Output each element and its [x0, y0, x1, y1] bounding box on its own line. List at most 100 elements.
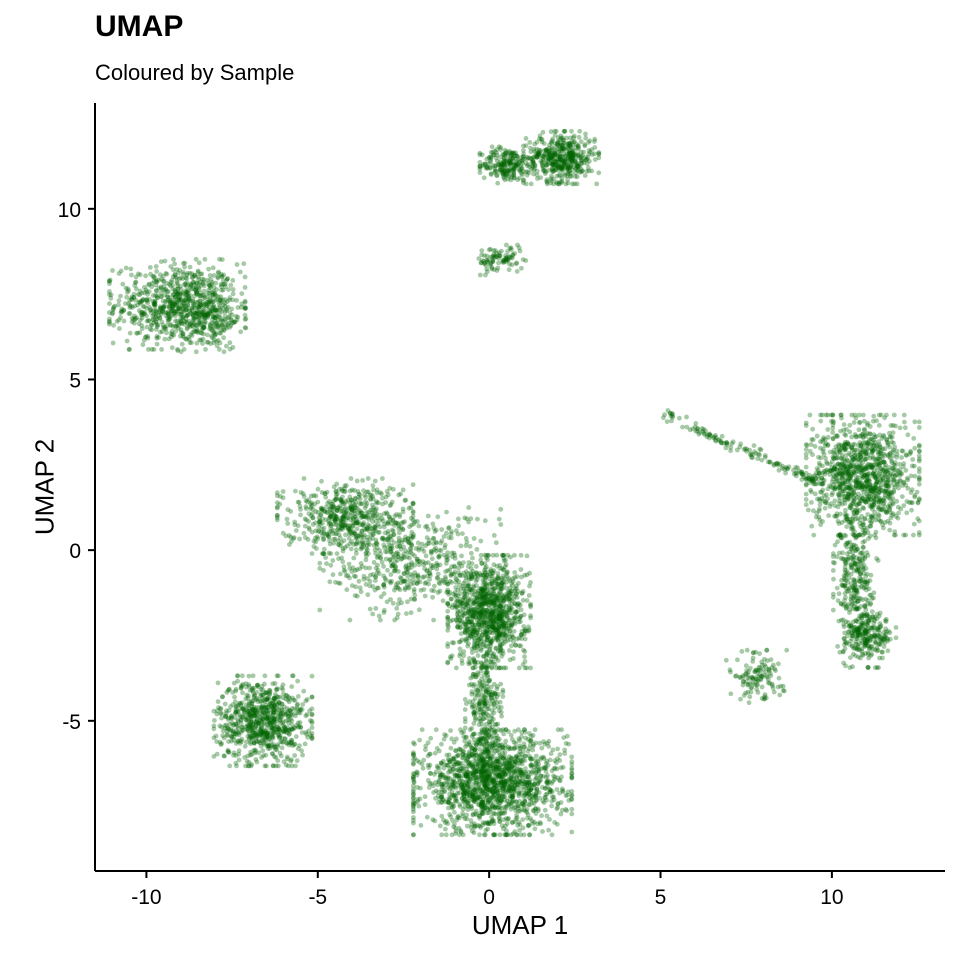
data-point	[475, 653, 481, 658]
data-point	[193, 288, 199, 293]
data-point	[201, 277, 207, 283]
data-point	[163, 326, 169, 332]
data-point	[470, 772, 476, 778]
data-point	[147, 304, 152, 310]
data-point	[570, 156, 576, 161]
data-point	[154, 333, 160, 339]
data-point	[445, 799, 451, 804]
data-point	[159, 319, 165, 325]
data-point	[227, 763, 233, 769]
data-point	[541, 754, 546, 760]
data-point	[496, 743, 502, 748]
data-point	[213, 293, 219, 298]
data-point	[156, 309, 162, 315]
data-point	[441, 788, 447, 794]
data-point	[566, 798, 572, 803]
data-point	[225, 304, 231, 310]
data-point	[177, 305, 183, 311]
data-point	[254, 689, 260, 695]
data-point	[178, 349, 184, 355]
data-point	[411, 832, 416, 838]
data-point	[158, 294, 164, 300]
data-point	[542, 807, 548, 813]
data-point	[172, 272, 178, 278]
data-point	[205, 290, 211, 296]
data-point	[562, 747, 568, 753]
data-point	[210, 265, 216, 271]
data-point	[504, 821, 510, 826]
data-point	[563, 741, 569, 746]
data-point	[153, 282, 159, 288]
data-point	[411, 815, 416, 820]
data-point	[173, 289, 178, 294]
data-point	[539, 813, 544, 819]
data-point	[558, 811, 564, 817]
data-point	[214, 309, 220, 315]
data-point	[544, 813, 550, 819]
data-point	[301, 688, 307, 694]
data-point	[270, 763, 276, 768]
data-point	[286, 763, 291, 769]
data-point	[526, 774, 532, 779]
data-point	[439, 832, 445, 838]
data-point	[142, 290, 147, 296]
data-point	[224, 343, 229, 349]
data-point	[487, 806, 493, 812]
data-point	[218, 305, 223, 311]
data-point	[146, 282, 151, 288]
data-point	[199, 311, 205, 317]
data-point	[153, 315, 159, 321]
data-point	[529, 793, 535, 799]
data-point	[473, 664, 478, 670]
data-point	[220, 733, 226, 739]
data-point	[107, 277, 113, 283]
data-point	[186, 297, 192, 303]
data-point	[549, 803, 554, 809]
data-point	[191, 282, 197, 287]
data-point	[479, 248, 485, 254]
data-point	[558, 133, 564, 139]
data-point	[549, 138, 555, 144]
data-point	[176, 326, 181, 331]
data-point	[511, 787, 517, 793]
data-point	[193, 291, 199, 297]
data-point	[478, 707, 484, 713]
data-point	[294, 723, 299, 728]
data-point	[172, 261, 178, 267]
data-point	[209, 292, 215, 298]
data-point	[172, 301, 178, 307]
data-point	[187, 264, 193, 270]
data-point	[467, 776, 473, 781]
data-point	[242, 285, 248, 290]
data-point	[555, 727, 561, 733]
data-point	[217, 723, 223, 729]
data-point	[175, 286, 180, 292]
data-point	[179, 309, 185, 315]
data-point	[187, 281, 193, 287]
data-point	[498, 728, 504, 734]
data-point	[176, 276, 182, 282]
data-point	[173, 328, 178, 334]
data-point	[501, 567, 506, 572]
data-point	[516, 803, 521, 809]
data-point	[234, 298, 240, 303]
data-point	[502, 808, 508, 814]
data-point	[134, 286, 139, 292]
data-point	[447, 812, 452, 817]
data-point	[464, 772, 470, 777]
data-point	[273, 687, 279, 693]
data-point	[221, 335, 227, 341]
data-point	[482, 832, 488, 838]
data-point	[286, 732, 292, 737]
data-point	[449, 817, 455, 823]
data-point	[114, 319, 120, 324]
data-point	[562, 172, 568, 178]
data-point	[448, 728, 453, 733]
data-point	[132, 313, 137, 319]
data-point	[472, 747, 478, 753]
data-point	[107, 278, 112, 284]
data-point	[502, 766, 508, 772]
data-point	[162, 336, 168, 342]
data-point	[418, 823, 424, 828]
data-point	[186, 288, 192, 294]
